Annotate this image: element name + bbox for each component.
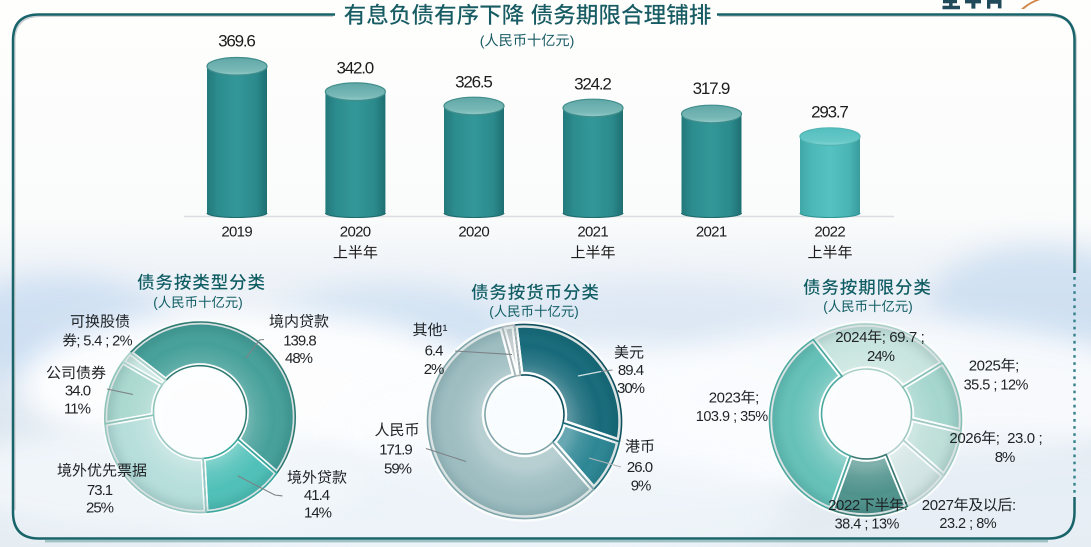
svg-text:139.8: 139.8 xyxy=(283,333,316,350)
svg-text::: : xyxy=(1012,497,1016,514)
svg-text:326.5: 326.5 xyxy=(455,72,492,91)
svg-text:11%: 11% xyxy=(64,401,91,418)
svg-text:2019: 2019 xyxy=(221,224,252,241)
svg-text:73.1: 73.1 xyxy=(87,482,113,499)
svg-text:2022: 2022 xyxy=(828,497,860,514)
svg-text:2021: 2021 xyxy=(577,224,608,241)
svg-text:89.4: 89.4 xyxy=(618,362,644,379)
svg-text:30%: 30% xyxy=(617,380,645,397)
svg-text:23.2 ; 8%: 23.2 ; 8% xyxy=(939,516,996,532)
svg-text:(: ( xyxy=(489,304,494,319)
svg-text:59%: 59% xyxy=(384,461,412,478)
svg-text::: : xyxy=(904,497,908,514)
svg-text:¹: ¹ xyxy=(443,322,448,339)
svg-text:2020: 2020 xyxy=(458,224,489,241)
svg-text:171.9: 171.9 xyxy=(379,442,412,459)
svg-text:;: ; xyxy=(755,390,759,407)
svg-text:): ) xyxy=(574,304,578,319)
svg-text:342.0: 342.0 xyxy=(337,58,374,77)
svg-text:; 5.4 ; 2%: ; 5.4 ; 2% xyxy=(76,333,132,349)
svg-text:14%: 14% xyxy=(304,505,332,522)
svg-text:369.6: 369.6 xyxy=(218,31,255,50)
svg-text:2026: 2026 xyxy=(949,430,981,447)
svg-text:2023: 2023 xyxy=(709,390,741,407)
svg-text:): ) xyxy=(238,295,242,310)
svg-text:; 69.7 ;: ; 69.7 ; xyxy=(882,329,925,346)
svg-text:; 23.0 ;: ; 23.0 ; xyxy=(996,430,1042,447)
svg-text:(: ( xyxy=(153,295,158,310)
svg-text:317.9: 317.9 xyxy=(693,79,730,98)
svg-text:34.0: 34.0 xyxy=(65,383,91,400)
svg-text:2022: 2022 xyxy=(814,224,845,241)
svg-text:48%: 48% xyxy=(285,350,313,367)
svg-text:6.4: 6.4 xyxy=(425,343,444,360)
svg-text:): ) xyxy=(570,33,575,49)
svg-text:2025: 2025 xyxy=(969,358,1001,375)
svg-text:(: ( xyxy=(823,299,828,314)
svg-text:324.2: 324.2 xyxy=(574,74,611,93)
svg-text:41.4: 41.4 xyxy=(304,487,330,504)
svg-text:2020: 2020 xyxy=(340,224,371,241)
svg-text:9%: 9% xyxy=(631,478,651,495)
svg-text:): ) xyxy=(908,299,912,314)
svg-text:38.4 ; 13%: 38.4 ; 13% xyxy=(835,516,900,532)
svg-text:2%: 2% xyxy=(424,361,444,378)
svg-text:26.0: 26.0 xyxy=(627,459,653,476)
svg-text:(: ( xyxy=(480,33,485,49)
svg-text:8%: 8% xyxy=(995,449,1015,466)
svg-text:24%: 24% xyxy=(867,348,895,365)
svg-text:2021: 2021 xyxy=(696,224,727,241)
svg-text:2027: 2027 xyxy=(922,497,954,514)
svg-text:293.7: 293.7 xyxy=(811,102,848,121)
svg-text:;: ; xyxy=(1015,358,1019,375)
svg-text:103.9 ; 35%: 103.9 ; 35% xyxy=(696,409,768,425)
svg-text:35.5 ; 12%: 35.5 ; 12% xyxy=(964,377,1029,393)
svg-text:2024: 2024 xyxy=(835,329,867,346)
svg-text:25%: 25% xyxy=(86,500,114,517)
